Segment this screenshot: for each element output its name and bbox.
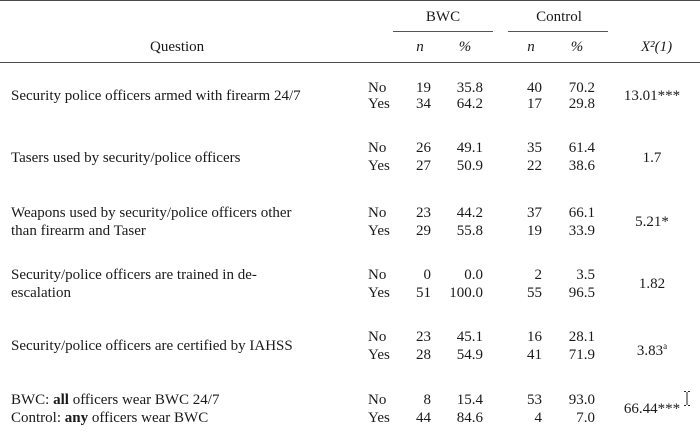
row-5-chi-square: 3.83a [612,337,692,360]
row-4-control-pct-yes: 96.5 [568,285,595,301]
row-2-bwc-n-yes: 27 [416,158,431,174]
row-1-bwc-pct-yes: 64.2 [456,96,483,112]
row-3-control-n-yes: 19 [527,223,542,239]
row-1-question: Security police officers armed with fire… [11,88,301,104]
row-6-response-no: No [368,392,387,408]
row-1-control-pct-no: 70.2 [568,80,595,96]
row-1-response-no: No [368,80,387,96]
row-2-response-no: No [368,140,387,156]
row-6-bwc-n-no: 8 [423,392,432,408]
row-4-bwc-pct-no: 0.0 [464,267,483,283]
row-4-response-yes: Yes [368,285,390,301]
header-bwc-n: n [416,39,424,55]
row-6-bwc-pct-yes: 84.6 [456,410,483,426]
row-4-chi-square: 1.82 [638,276,666,292]
row-5-bwc-n-no: 23 [416,329,431,345]
row-4-question-line-2: escalation [11,285,71,301]
row-5-bwc-n-yes: 28 [416,347,431,363]
row-2-response-yes: Yes [368,158,390,174]
row-3-bwc-n-yes: 29 [416,223,431,239]
row-4-response-no: No [368,267,387,283]
header-bwc: BWC [425,9,461,25]
row-5-chi-value: 3.83 [636,343,664,359]
row-6-bwc-pct-no: 15.4 [456,392,483,408]
row-3-control-n-no: 37 [527,205,542,221]
row-2-control-pct-yes: 38.6 [568,158,595,174]
row-2-question: Tasers used by security/police officers [11,150,241,166]
row-5-control-pct-no: 28.1 [568,329,595,345]
row-5-chi-footnote: a [663,341,668,351]
row-6-control-n-no: 53 [527,392,542,408]
header-question: Question [150,39,205,55]
row-3-question-line-2: than firearm and Taser [11,223,146,239]
row-6-response-yes: Yes [368,410,390,426]
row-5-question: Security/police officers are certified b… [11,338,293,354]
group-underline-control [508,31,608,32]
header-control: Control [536,9,582,25]
row-4-control-n-no: 2 [534,267,543,283]
group-underline-bwc [393,31,493,32]
row-4-bwc-n-no: 0 [423,267,432,283]
row-1-control-n-yes: 17 [527,96,542,112]
row-2-bwc-n-no: 26 [416,140,431,156]
header-control-pct: % [570,39,584,55]
row-5-response-yes: Yes [368,347,390,363]
row-1-control-n-no: 40 [527,80,542,96]
row-4-control-pct-no: 3.5 [576,267,595,283]
row-5-bwc-pct-no: 45.1 [456,329,483,345]
row-6-question-line-2: Control: any officers wear BWC [11,410,209,426]
row-2-bwc-pct-yes: 50.9 [456,158,483,174]
row-4-question-line-1: Security/police officers are trained in … [11,267,257,283]
row-3-response-yes: Yes [368,223,390,239]
row-6-chi-square: 66.44*** [623,401,681,417]
row-5-control-pct-yes: 71.9 [568,347,595,363]
header-bwc-pct: % [458,39,472,55]
text-cursor-icon [684,391,690,406]
row-3-response-no: No [368,205,387,221]
row-2-control-n-no: 35 [527,140,542,156]
header-bottom-rule [0,62,700,63]
row-5-bwc-pct-yes: 54.9 [456,347,483,363]
row-4-bwc-pct-yes: 100.0 [449,285,483,301]
header-control-n: n [527,39,535,55]
row-2-control-pct-no: 61.4 [568,140,595,156]
row-5-control-n-yes: 41 [527,347,542,363]
row-3-bwc-n-no: 23 [416,205,431,221]
row-3-bwc-pct-yes: 55.8 [456,223,483,239]
row-3-control-pct-yes: 33.9 [568,223,595,239]
row-5-response-no: No [368,329,387,345]
row-1-bwc-n-no: 19 [416,80,431,96]
row-4-control-n-yes: 55 [527,285,542,301]
row-1-bwc-pct-no: 35.8 [456,80,483,96]
row-2-control-n-yes: 22 [527,158,542,174]
row-1-chi-square: 13.01*** [623,88,681,104]
row-6-bwc-n-yes: 44 [416,410,431,426]
row-1-response-yes: Yes [368,96,390,112]
row-3-chi-square: 5.21* [635,214,669,230]
row-2-bwc-pct-no: 49.1 [456,140,483,156]
row-1-control-pct-yes: 29.8 [568,96,595,112]
row-5-control-n-no: 16 [527,329,542,345]
row-3-control-pct-no: 66.1 [568,205,595,221]
row-6-control-pct-no: 93.0 [568,392,595,408]
row-6-question-line-1: BWC: all officers wear BWC 24/7 [11,392,220,408]
header-chi-square: X²(1) [641,39,673,55]
row-1-bwc-n-yes: 34 [416,96,431,112]
row-6-control-pct-yes: 7.0 [576,410,595,426]
row-2-chi-square: 1.7 [642,150,662,166]
row-6-control-n-yes: 4 [534,410,543,426]
row-4-bwc-n-yes: 51 [416,285,431,301]
row-3-question-line-1: Weapons used by security/police officers… [11,205,292,221]
table-top-rule [0,0,700,1]
row-3-bwc-pct-no: 44.2 [456,205,483,221]
